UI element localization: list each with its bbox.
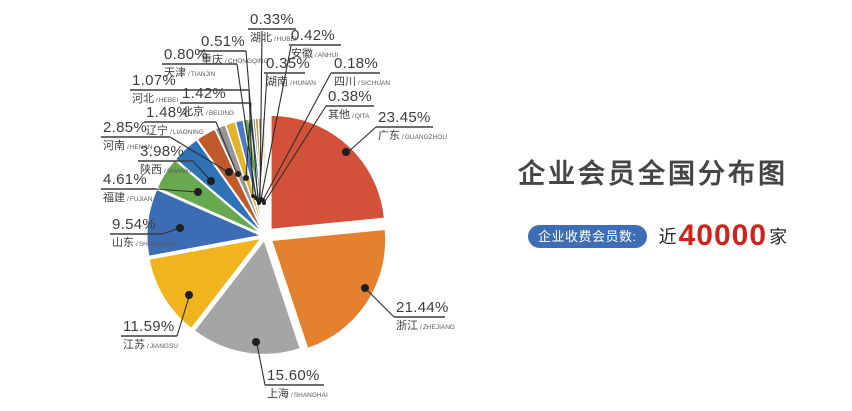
pie-slice-liaoning [214,124,265,233]
callout-dot [262,201,266,205]
page-title: 企业会员全国分布图 [518,159,788,189]
pie-slice-hunan [257,117,266,233]
slice-label-shandong: 9.54% 山东SHANDONG [112,217,176,250]
pie-slice-anhui [254,117,266,233]
slice-label-hebei: 1.07% 河北HEBEI [132,73,178,106]
slice-percent: 1.48% [146,104,191,121]
callout-dot [176,224,184,232]
slice-label-liaoning: 1.48% 辽宁LIAONING [146,105,204,138]
callout-dot [235,171,241,177]
slice-label-sichuan: 0.18% 四川SICHUAN [334,56,390,89]
slice-percent: 15.60% [267,367,320,384]
member-count-row: 企业收费会员数: 近 40000 家 [528,219,852,252]
callout-dot [257,201,261,205]
pie-slice-jiangsu [148,237,262,330]
slice-label-shanghai: 15.60% 上海SHANGHAI [267,368,328,401]
slice-label-guangdong: 23.45% 广东GUANGZHOU [378,110,447,143]
pie-slice-hebei [234,119,265,233]
count-suffix: 家 [769,227,788,247]
slice-percent: 0.35% [266,55,311,72]
pie-slice-chongqing [248,118,266,233]
slice-percent: 0.80% [164,46,209,63]
callout-dot [185,291,193,299]
callout-dot [194,188,202,196]
slice-label-qita: 0.38% 其他QITA [328,89,372,122]
slice-percent: 4.61% [103,171,148,188]
slice-percent: 0.42% [291,27,336,44]
count-prefix: 近 [658,227,677,247]
slice-percent: 1.42% [182,85,227,102]
callout-dot [361,284,369,292]
callout-dot [261,198,265,202]
pie-slice-guangzhou [270,114,386,230]
pie-slice-sichuan [260,117,266,233]
slice-percent: 2.85% [103,119,148,136]
callout-dot [252,338,260,346]
slice-label-jiangsu: 11.59% 江苏JIANGSU [123,319,178,352]
slice-label-beijing: 1.42% 北京BEIJING [182,86,234,119]
summary-panel: 企业会员全国分布图 企业收费会员数: 近 40000 家 [518,159,788,251]
callout-dot [342,148,350,156]
pie-slice-beijing [224,121,265,233]
slice-percent: 23.45% [378,109,431,126]
slice-label-hubei: 0.33% 湖北HUBEI [250,12,297,45]
slice-percent: 9.54% [112,216,157,233]
slice-label-zhejiang: 21.44% 浙江ZHEJIANG [396,300,455,333]
slice-percent: 0.38% [328,88,373,105]
pie-slice-tianjin [242,118,265,233]
callout-dot [207,177,215,185]
callout-dot [258,199,262,203]
pie-slice-hubei [252,117,266,233]
slice-label-anhui: 0.42% 安徽ANHUI [291,28,338,61]
slice-label-hunan: 0.35% 湖南HUNAN [266,56,316,89]
slice-percent: 0.18% [334,55,379,72]
callout-dot [254,196,258,200]
slice-label-tianjin: 0.80% 天津TIANJIN [164,47,215,80]
member-count-value: 40000 [678,219,768,252]
pie-slice-henan [196,128,264,234]
pie-slice-qita [261,117,266,233]
slice-percent: 1.07% [132,72,177,89]
callout-dot [251,194,255,198]
slice-label-fujian: 4.61% 福建FUJIAN [103,172,153,205]
slice-percent: 0.51% [201,33,246,50]
pie-slice-zhejiang [271,228,387,350]
slice-percent: 11.59% [123,318,175,335]
slice-percent: 0.33% [250,11,295,28]
callout-dot [225,168,233,176]
pie-slice-shanghai [193,239,301,356]
slice-label-henan: 2.85% 河南HENAN [103,120,153,153]
callout-dot [256,198,260,202]
slice-percent: 21.44% [396,299,449,316]
callout-dot [259,197,263,201]
member-count-badge: 企业收费会员数: [528,224,647,248]
callout-dot [243,175,249,181]
